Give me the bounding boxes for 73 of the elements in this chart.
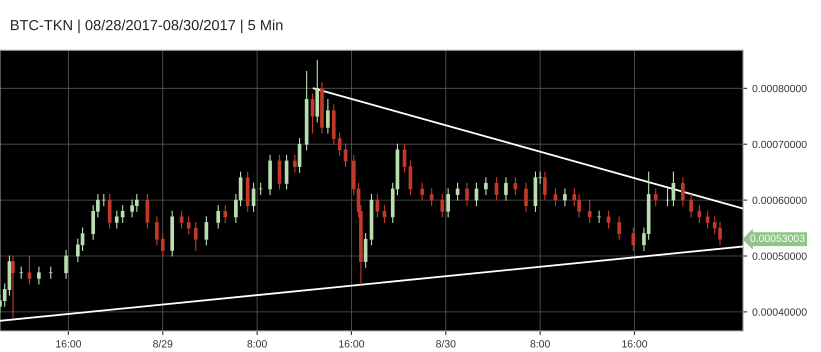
x-tick-label: 8/30 xyxy=(436,340,456,348)
x-tick-label: 8:00 xyxy=(247,340,267,348)
candlestick xyxy=(326,98,330,134)
candlestick xyxy=(632,227,636,251)
candlestick xyxy=(252,182,256,212)
y-tick-label: 0.00060000 xyxy=(752,196,807,204)
candlestick xyxy=(681,177,685,206)
candlestick xyxy=(293,154,297,173)
candlestick xyxy=(408,160,412,196)
x-tick-label: 16:00 xyxy=(339,340,364,348)
candlestick xyxy=(278,154,282,190)
candlestick xyxy=(606,210,610,229)
candlestick xyxy=(494,177,498,201)
candlestick xyxy=(108,194,112,229)
y-tick-label: 0.00080000 xyxy=(752,84,807,92)
candlestick xyxy=(588,200,592,224)
candlestick xyxy=(474,182,478,206)
candlestick xyxy=(223,205,228,224)
x-tick-label: 16:00 xyxy=(56,340,82,348)
candlestick xyxy=(446,188,450,218)
candlestick xyxy=(554,188,558,206)
x-tick-label: 16:00 xyxy=(622,340,648,348)
candlestick xyxy=(338,132,342,156)
candlestick xyxy=(382,205,386,224)
candlestick xyxy=(160,233,165,257)
candlestick xyxy=(180,210,184,229)
candlestick xyxy=(216,205,220,229)
candlestick xyxy=(194,222,198,251)
candlestick xyxy=(310,93,314,134)
candlestick xyxy=(120,205,124,224)
candlestick xyxy=(102,194,106,206)
candlestick xyxy=(514,177,518,196)
candlestick xyxy=(698,205,702,224)
x-tick-label: 8:00 xyxy=(530,340,550,348)
x-tick-label: 8/29 xyxy=(153,340,172,348)
candlestick xyxy=(666,188,670,206)
candlestick xyxy=(617,216,621,240)
candlestick xyxy=(28,255,32,284)
candlestick xyxy=(689,194,693,218)
y-tick-label: 0.00040000 xyxy=(752,308,807,316)
y-tick-label: 0.00070000 xyxy=(752,140,807,148)
candlestick xyxy=(543,172,547,201)
candlestick xyxy=(456,182,460,201)
candlestick xyxy=(376,194,380,218)
candlestick xyxy=(706,210,710,229)
candlestick xyxy=(364,233,368,268)
candlestick xyxy=(64,250,68,279)
chart-title: BTC-TKN | 08/28/2017-08/30/2017 | 5 Min xyxy=(11,20,282,34)
candlestick xyxy=(204,216,208,246)
text: 0.00053003 xyxy=(750,234,805,242)
candlestick xyxy=(430,188,434,206)
candlestick xyxy=(524,182,528,212)
candlestick xyxy=(134,194,139,212)
candlestick xyxy=(298,138,302,173)
candlestick xyxy=(11,255,15,318)
candlestick xyxy=(146,194,150,229)
candlestick xyxy=(484,177,488,196)
candlestick xyxy=(155,216,159,246)
candlestick xyxy=(258,182,262,196)
candlestick xyxy=(563,188,567,206)
candlestick xyxy=(37,266,41,284)
candlestick xyxy=(186,216,191,234)
candlestick xyxy=(284,154,288,190)
candlestick xyxy=(654,188,658,206)
y-tick-label: 0.00050000 xyxy=(752,252,807,260)
candlestick xyxy=(465,182,469,206)
candlestick xyxy=(672,172,676,206)
candlestick xyxy=(402,144,406,173)
candlestick xyxy=(420,182,424,201)
candlestick xyxy=(114,210,119,229)
candlestick xyxy=(504,177,508,201)
candlestick xyxy=(440,194,444,218)
candlestick xyxy=(344,144,348,168)
